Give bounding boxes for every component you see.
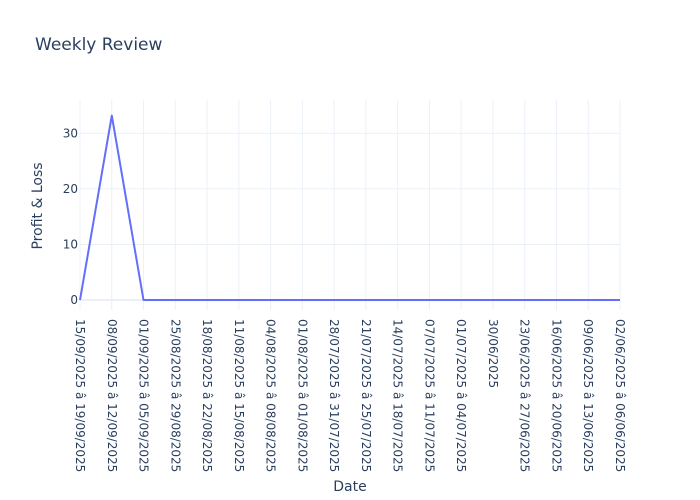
y-axis-title: Profit & Loss [30,162,46,249]
x-tick-label: 11/08/2025 â 15/08/2025 [232,319,246,472]
series-line [79,114,620,301]
x-tick-label: 08/09/2025 â 12/09/2025 [105,319,119,472]
x-tick-label: 21/07/2025 â 25/07/2025 [359,319,373,472]
x-tick-label: 01/07/2025 â 04/07/2025 [454,319,468,472]
x-tick-label: 18/08/2025 â 22/08/2025 [200,319,214,472]
x-tick-label: 01/08/2025 â 01/08/2025 [295,319,309,472]
x-tick-label: 04/08/2025 â 08/08/2025 [264,319,278,472]
x-tick-label: 09/06/2025 â 13/06/2025 [581,319,595,472]
x-tick-label: 01/09/2025 â 05/09/2025 [137,319,151,472]
y-tick-label: 10 [63,237,78,251]
x-tick-label: 30/06/2025 [486,319,500,388]
x-tick-label: 15/09/2025 â 19/09/2025 [73,319,87,472]
y-tick-labels: 0 10 20 30 [63,126,78,307]
chart-title: Weekly Review [35,35,163,55]
x-tick-label: 14/07/2025 â 18/07/2025 [391,319,405,472]
y-tick-label: 0 [70,293,78,307]
x-axis-title: Date [333,479,366,495]
y-tick-label: 20 [63,182,78,196]
series-layer [79,114,621,301]
x-tick-label: 07/07/2025 â 11/07/2025 [422,319,436,472]
x-tick-label: 28/07/2025 â 31/07/2025 [327,319,341,472]
x-tick-label: 23/06/2025 â 27/06/2025 [518,319,532,472]
y-tick-label: 30 [63,126,78,140]
x-tick-label: 25/08/2025 â 29/08/2025 [168,319,182,472]
x-tick-label: 16/06/2025 â 20/06/2025 [549,319,563,472]
x-tick-label: 02/06/2025 â 06/06/2025 [613,319,627,472]
x-tick-labels: 15/09/2025 â 19/09/2025 08/09/2025 â 12/0… [73,319,627,472]
grid-layer [79,100,621,310]
